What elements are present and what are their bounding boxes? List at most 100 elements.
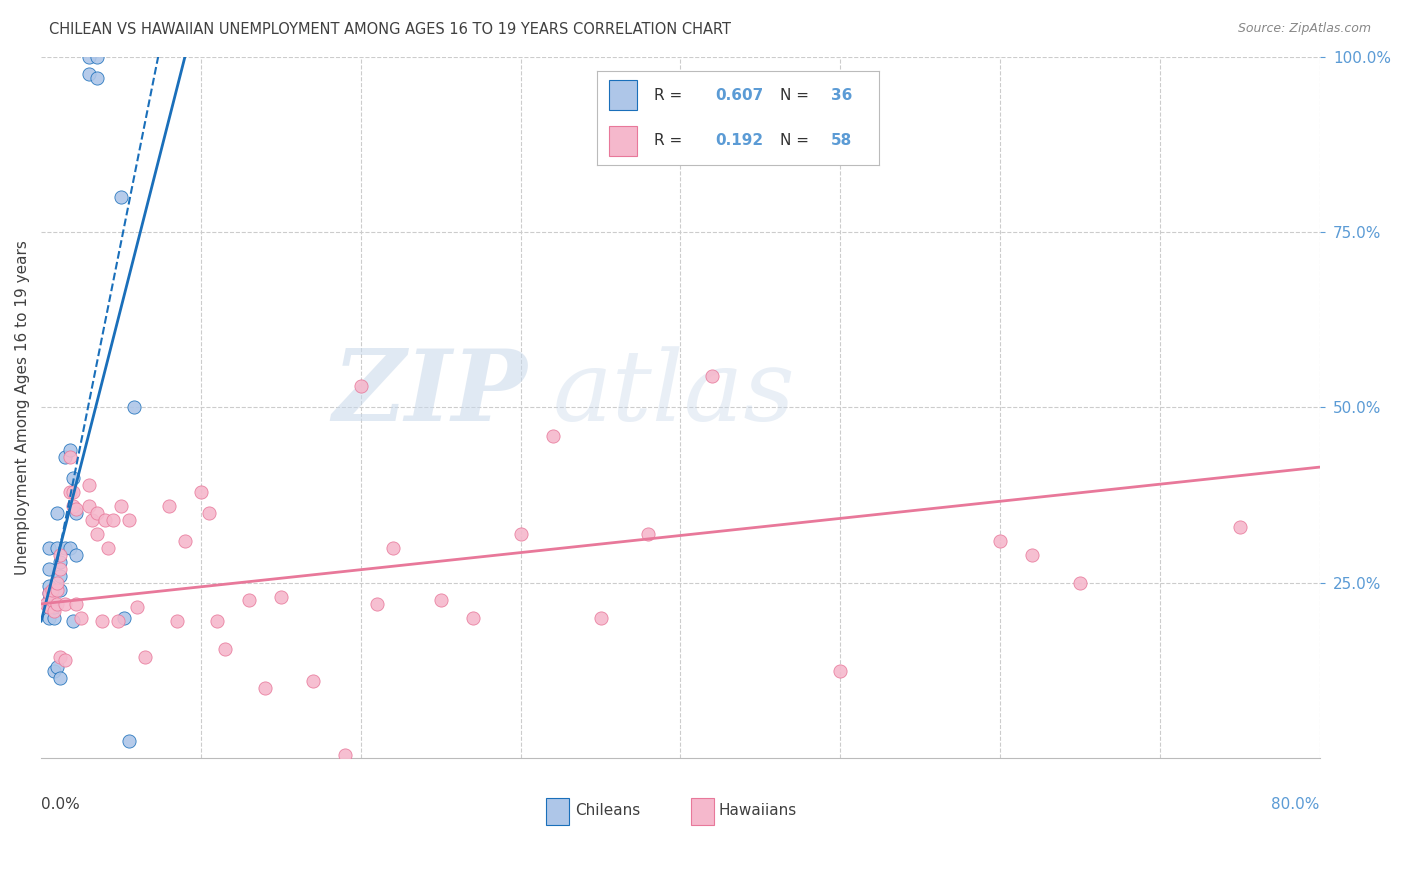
Point [637, 526, 659, 541]
Text: 80.0%: 80.0% [1271, 797, 1320, 812]
Point [122, 401, 145, 415]
Point [86, 526, 108, 541]
Point [38, 611, 60, 625]
Point [49, 649, 72, 664]
Point [118, 513, 141, 527]
FancyBboxPatch shape [690, 798, 714, 825]
Point [59, 450, 82, 464]
Point [333, 747, 356, 762]
Point [541, 428, 564, 442]
Point [62, 615, 84, 629]
Point [38, 579, 60, 593]
Point [59, 484, 82, 499]
Point [101, 513, 124, 527]
Text: Hawaiians: Hawaiians [718, 804, 797, 818]
Point [46, 506, 69, 520]
Point [94, 513, 117, 527]
Point [366, 597, 388, 611]
Point [830, 664, 852, 678]
Point [90, 615, 112, 629]
Point [42, 611, 65, 625]
Point [509, 526, 531, 541]
Point [214, 642, 236, 657]
Point [301, 674, 323, 689]
Point [1021, 548, 1043, 562]
Point [381, 541, 404, 555]
Text: CHILEAN VS HAWAIIAN UNEMPLOYMENT AMONG AGES 16 TO 19 YEARS CORRELATION CHART: CHILEAN VS HAWAIIAN UNEMPLOYMENT AMONG A… [49, 22, 731, 37]
Point [97, 541, 120, 555]
Point [42, 600, 65, 615]
Point [49, 671, 72, 685]
Point [49, 548, 72, 562]
Point [82, 513, 104, 527]
Point [49, 582, 72, 597]
Point [46, 582, 69, 597]
Point [46, 597, 69, 611]
Text: ZIP: ZIP [332, 345, 527, 442]
Point [41, 593, 63, 607]
Point [166, 615, 188, 629]
FancyBboxPatch shape [546, 798, 569, 825]
Point [53, 653, 76, 667]
Point [38, 586, 60, 600]
Point [205, 615, 228, 629]
Point [59, 442, 82, 457]
Text: Chileans: Chileans [575, 804, 641, 818]
Point [49, 569, 72, 583]
Point [190, 484, 212, 499]
Point [157, 499, 180, 513]
Point [53, 450, 76, 464]
Point [49, 555, 72, 569]
Point [1229, 519, 1251, 533]
Point [65, 597, 87, 611]
Point [38, 586, 60, 600]
Point [107, 615, 129, 629]
Point [65, 548, 87, 562]
Point [46, 660, 69, 674]
Point [62, 499, 84, 513]
Point [77, 499, 100, 513]
Point [988, 533, 1011, 548]
Point [53, 597, 76, 611]
Point [77, 477, 100, 491]
Point [42, 664, 65, 678]
Point [198, 506, 221, 520]
Point [350, 379, 373, 393]
Point [461, 611, 484, 625]
Point [41, 582, 63, 597]
Point [86, 50, 108, 64]
Point [253, 681, 276, 695]
Point [589, 611, 612, 625]
Point [38, 593, 60, 607]
Point [53, 541, 76, 555]
Point [118, 733, 141, 747]
Y-axis label: Unemployment Among Ages 16 to 19 years: Unemployment Among Ages 16 to 19 years [15, 240, 30, 574]
Point [86, 70, 108, 85]
Point [46, 541, 69, 555]
Point [38, 541, 60, 555]
Point [77, 67, 100, 81]
Point [174, 533, 197, 548]
Point [35, 597, 58, 611]
Point [42, 604, 65, 618]
Text: atlas: atlas [553, 346, 796, 441]
Point [49, 562, 72, 576]
Point [702, 368, 724, 383]
Point [86, 506, 108, 520]
Point [70, 611, 93, 625]
Point [270, 590, 292, 604]
Point [77, 50, 100, 64]
Point [134, 649, 156, 664]
Point [46, 575, 69, 590]
Point [59, 541, 82, 555]
Point [238, 593, 260, 607]
Point [38, 562, 60, 576]
Point [110, 190, 132, 204]
Text: Source: ZipAtlas.com: Source: ZipAtlas.com [1237, 22, 1371, 36]
Point [65, 506, 87, 520]
Point [112, 611, 135, 625]
Point [1069, 575, 1091, 590]
Point [38, 600, 60, 615]
Text: 0.0%: 0.0% [41, 797, 80, 812]
Point [65, 502, 87, 516]
